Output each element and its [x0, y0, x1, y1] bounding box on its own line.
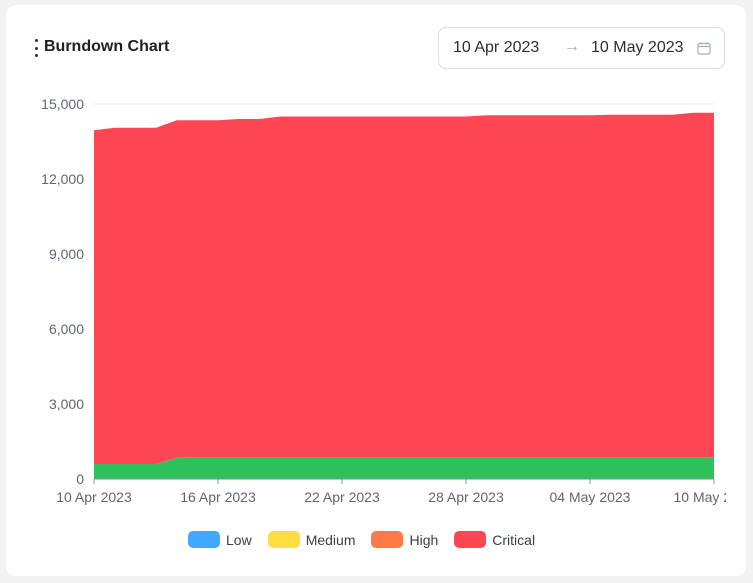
y-tick-label: 12,000: [41, 171, 84, 187]
legend-label: Low: [226, 531, 252, 548]
menu-dot: [34, 39, 38, 42]
arrow-right-icon: →: [564, 38, 580, 55]
legend-item-low[interactable]: Low: [188, 531, 252, 548]
legend-label: Medium: [305, 531, 356, 548]
area-series-critical[interactable]: [94, 112, 714, 464]
y-tick-label: 0: [76, 471, 84, 487]
x-tick-label: 22 Apr 2023: [304, 489, 380, 505]
y-tick-label: 15,000: [41, 96, 84, 112]
more-vertical-icon[interactable]: [31, 39, 41, 57]
legend-label: High: [409, 531, 439, 548]
legend-label: Critical: [492, 531, 536, 548]
legend-swatch: [188, 531, 220, 548]
legend-swatch: [267, 531, 300, 548]
date-range-picker[interactable]: 10 Apr 2023 → 10 May 2023: [438, 27, 725, 69]
y-tick-label: 6,000: [49, 321, 84, 337]
legend-item-critical[interactable]: Critical: [454, 531, 535, 548]
date-end-input[interactable]: 10 May 2023: [591, 39, 684, 56]
legend-item-medium[interactable]: Medium: [267, 531, 356, 548]
area-series-base[interactable]: [94, 457, 714, 479]
legend-swatch: [454, 531, 487, 548]
date-start-input[interactable]: 10 Apr 2023: [453, 39, 540, 56]
x-tick-label: 28 Apr 2023: [428, 489, 504, 505]
x-tick-label: 16 Apr 2023: [180, 489, 256, 505]
menu-dot: [34, 54, 38, 57]
y-tick-label: 3,000: [49, 396, 84, 412]
legend-item-high[interactable]: High: [371, 531, 438, 548]
y-tick-label: 9,000: [49, 246, 84, 262]
label-clip-edge: [746, 485, 753, 510]
x-tick-label: 10 Apr 2023: [56, 489, 132, 505]
menu-dot: [34, 46, 38, 50]
chart-title: Burndown Chart: [44, 38, 170, 55]
calendar-icon[interactable]: [697, 41, 711, 55]
chart-legend: Low Medium High Critical: [188, 531, 551, 548]
legend-swatch: [371, 531, 404, 548]
x-tick-label: 04 May 2023: [550, 489, 631, 505]
